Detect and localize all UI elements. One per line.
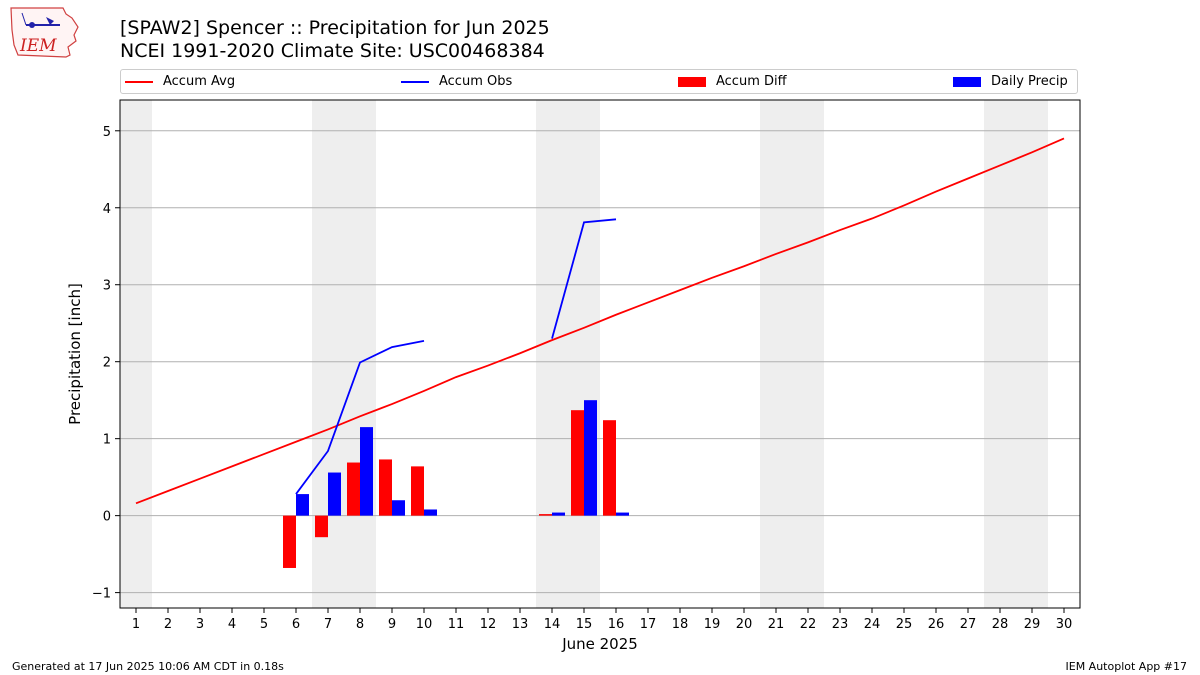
line-accum-obs-segment-0	[295, 340, 425, 495]
y-axis-label: Precipitation [inch]	[66, 283, 84, 425]
x-tick-label-7: 7	[324, 617, 332, 632]
bar-daily-precip-day-9	[392, 500, 405, 516]
legend-item-accum-diff: Accum Diff	[678, 70, 787, 93]
x-tick-label-21: 21	[768, 617, 785, 632]
footer-generated: Generated at 17 Jun 2025 10:06 AM CDT in…	[12, 660, 284, 673]
weekend-band-2	[536, 100, 600, 608]
line-accum-obs-segment-1	[551, 218, 617, 339]
x-tick-label-4: 4	[228, 617, 236, 632]
weekend-band-4	[984, 100, 1048, 608]
x-tick-label-11: 11	[448, 617, 465, 632]
y-tick-label-5: 5	[103, 125, 111, 140]
x-tick-label-19: 19	[704, 617, 721, 632]
legend-label-daily-precip: Daily Precip	[991, 74, 1068, 89]
legend-swatch-daily-precip	[953, 76, 981, 87]
x-tick-label-1: 1	[132, 617, 140, 632]
x-tick-label-17: 17	[640, 617, 657, 632]
line-accum-avg	[135, 137, 1065, 505]
chart-legend: Accum Avg Accum Obs Accum Diff Daily Pre…	[120, 69, 1078, 94]
bar-daily-precip-day-7	[328, 472, 341, 516]
x-tick-label-10: 10	[416, 617, 433, 632]
x-tick-label-16: 16	[608, 617, 625, 632]
x-tick-label-14: 14	[544, 617, 561, 632]
bar-accum-diff-day-16	[603, 420, 616, 516]
y-tick-label--1: −1	[92, 587, 111, 602]
x-tick-label-13: 13	[512, 617, 529, 632]
plot-frame	[119, 99, 1081, 609]
y-tick-label-0: 0	[103, 510, 111, 525]
bar-daily-precip-day-8	[360, 427, 373, 516]
chart-subtitle: NCEI 1991-2020 Climate Site: USC00468384	[120, 40, 545, 62]
logo-text: IEM	[19, 36, 57, 56]
bar-accum-diff-day-10	[411, 466, 424, 516]
legend-label-accum-diff: Accum Diff	[716, 74, 787, 89]
x-tick-label-25: 25	[896, 617, 913, 632]
y-tick-label-2: 2	[103, 356, 111, 371]
bar-accum-diff-day-9	[379, 459, 392, 516]
legend-swatch-accum-diff	[678, 76, 706, 87]
iem-logo: IEM	[8, 5, 80, 59]
x-tick-label-2: 2	[164, 617, 172, 632]
x-tick-label-29: 29	[1024, 617, 1041, 632]
bar-daily-precip-day-6	[296, 494, 309, 516]
x-tick-label-6: 6	[292, 617, 300, 632]
x-axis-label: June 2025	[561, 635, 638, 653]
x-tick-label-23: 23	[832, 617, 849, 632]
iowa-map-logo-icon: IEM	[10, 7, 79, 58]
legend-swatch-accum-avg	[125, 80, 153, 83]
legend-item-accum-avg: Accum Avg	[125, 70, 235, 93]
x-tick-label-28: 28	[992, 617, 1009, 632]
weekend-band-0	[120, 100, 152, 608]
x-tick-label-12: 12	[480, 617, 497, 632]
x-tick-label-18: 18	[672, 617, 689, 632]
legend-item-daily-precip: Daily Precip	[953, 70, 1068, 93]
y-tick-label-3: 3	[103, 279, 111, 294]
x-tick-label-22: 22	[800, 617, 817, 632]
x-tick-label-5: 5	[260, 617, 268, 632]
chart-title: [SPAW2] Spencer :: Precipitation for Jun…	[120, 17, 550, 39]
x-tick-label-9: 9	[388, 617, 396, 632]
x-tick-label-3: 3	[196, 617, 204, 632]
y-tick-label-1: 1	[103, 433, 111, 448]
x-tick-label-27: 27	[960, 617, 977, 632]
bar-daily-precip-day-16	[616, 512, 629, 516]
x-tick-label-20: 20	[736, 617, 753, 632]
bar-accum-diff-day-7	[315, 515, 328, 538]
x-tick-label-26: 26	[928, 617, 945, 632]
bar-accum-diff-day-8	[347, 462, 360, 516]
legend-label-accum-obs: Accum Obs	[439, 74, 513, 89]
bar-accum-diff-day-15	[571, 410, 584, 516]
y-tick-label-4: 4	[103, 202, 111, 217]
bar-daily-precip-day-14	[552, 512, 565, 516]
legend-swatch-accum-obs	[401, 80, 429, 83]
bar-daily-precip-day-15	[584, 400, 597, 516]
x-tick-label-30: 30	[1056, 617, 1073, 632]
x-tick-label-24: 24	[864, 617, 881, 632]
legend-item-accum-obs: Accum Obs	[401, 70, 512, 93]
legend-label-accum-avg: Accum Avg	[163, 74, 236, 89]
footer-app: IEM Autoplot App #17	[1065, 660, 1188, 673]
x-tick-label-15: 15	[576, 617, 593, 632]
bar-accum-diff-day-6	[283, 515, 296, 568]
bar-accum-diff-day-14	[539, 514, 552, 516]
x-tick-label-8: 8	[356, 617, 364, 632]
weekend-band-3	[760, 100, 824, 608]
bar-daily-precip-day-10	[424, 509, 437, 516]
